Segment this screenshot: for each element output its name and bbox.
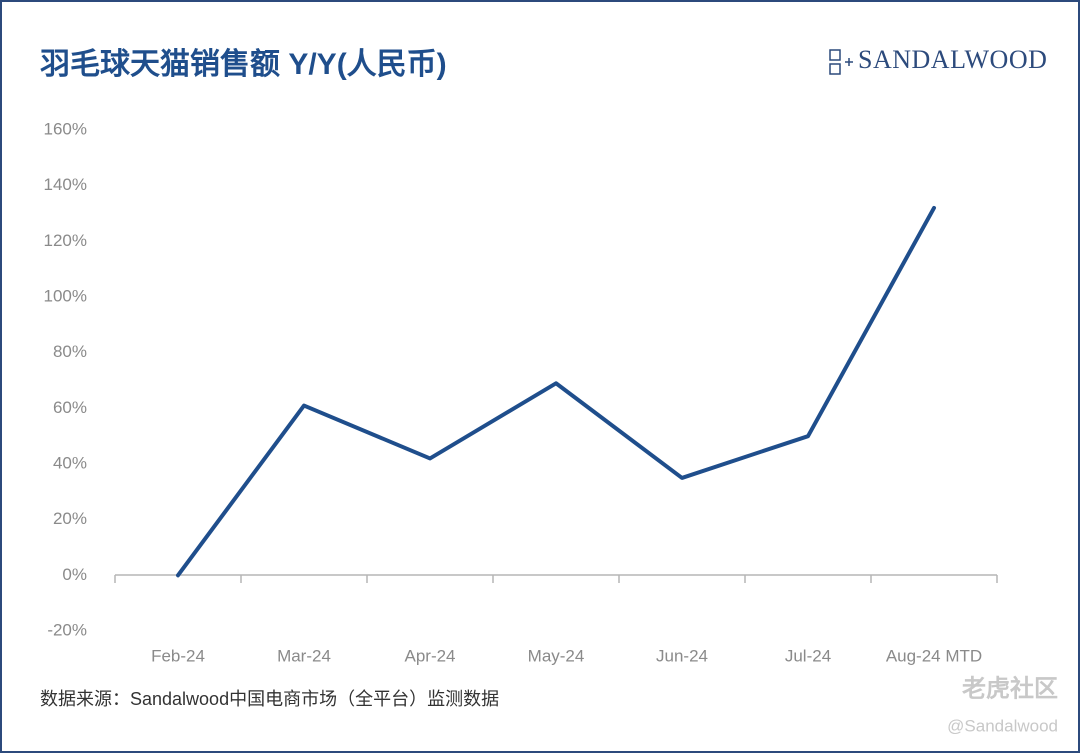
- y-tick-label: 140%: [44, 175, 87, 194]
- y-tick-label: 120%: [44, 231, 87, 250]
- watermark-brand: 老虎社区: [962, 674, 1058, 702]
- y-tick-label: -20%: [47, 620, 87, 639]
- logo: SANDALWOOD: [858, 45, 1047, 74]
- y-tick-label: 100%: [44, 286, 87, 305]
- x-tick-label: Aug-24 MTD: [886, 646, 982, 665]
- y-tick-label: 40%: [53, 453, 87, 472]
- line: [176, 205, 936, 578]
- x-tick-label: Apr-24: [404, 646, 455, 665]
- source-note: 数据来源：Sandalwood中国电商市场（全平台）监测数据: [40, 689, 499, 709]
- x-tick-label: May-24: [528, 646, 585, 665]
- watermark-handle: @Sandalwood: [947, 716, 1058, 735]
- y-tick-label: 160%: [44, 119, 87, 138]
- x-tick-label: Jul-24: [785, 646, 831, 665]
- x-tick-label: Feb-24: [151, 646, 205, 665]
- chart-title: 羽毛球天猫销售额 Y/Y(人民币): [40, 48, 447, 81]
- x-tick-label: Mar-24: [277, 646, 331, 665]
- y-tick-label: 20%: [53, 509, 87, 528]
- y-tick-label: 60%: [53, 398, 87, 417]
- x-tick-label: Jun-24: [656, 646, 708, 665]
- y-tick-label: 0%: [62, 565, 87, 584]
- logo-icon: [829, 49, 853, 75]
- y-tick-label: 80%: [53, 342, 87, 361]
